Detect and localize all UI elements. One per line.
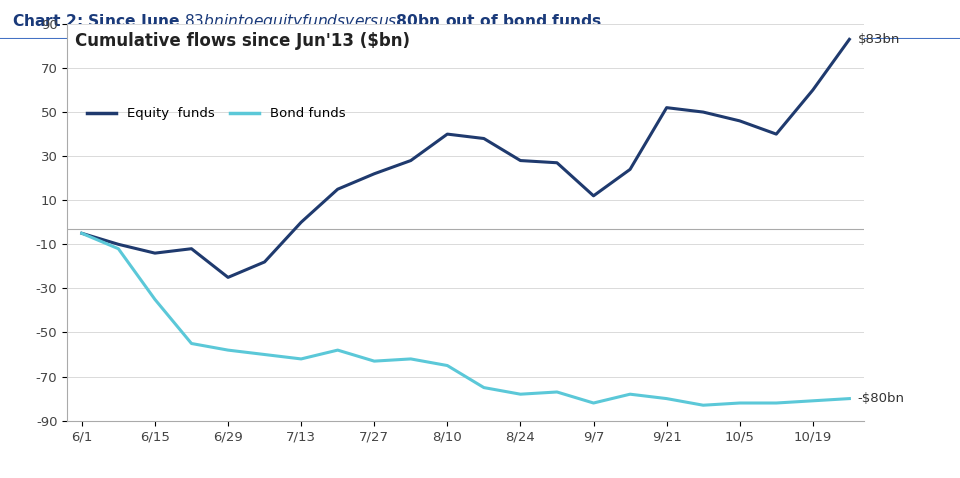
Text: -$80bn: -$80bn — [858, 392, 905, 405]
Legend: Equity  funds, Bond funds: Equity funds, Bond funds — [82, 102, 350, 125]
Text: Cumulative flows since Jun'13 ($bn): Cumulative flows since Jun'13 ($bn) — [75, 32, 410, 50]
Text: Chart 2: Since June $83bn into equity funds versus $80bn out of bond funds: Chart 2: Since June $83bn into equity fu… — [12, 12, 602, 31]
Text: $83bn: $83bn — [858, 33, 900, 46]
